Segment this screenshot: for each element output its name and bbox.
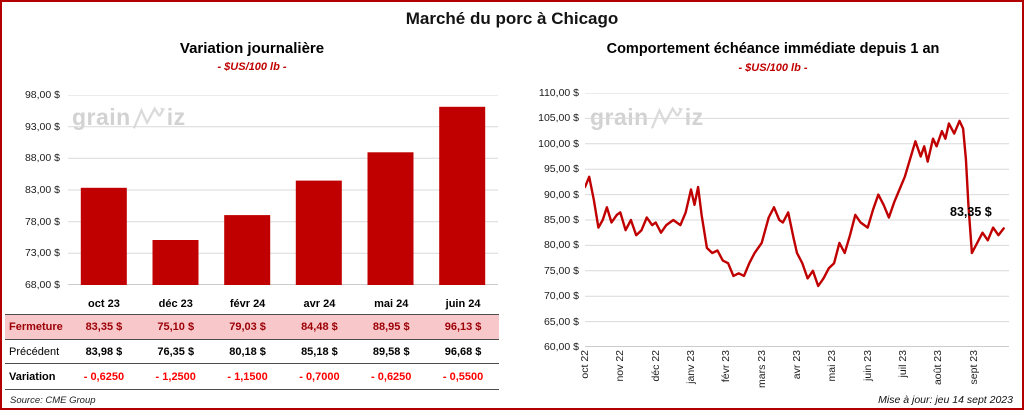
x-tick-label: juin 23 [861, 350, 874, 381]
y-tick-label: 85,00 $ [543, 214, 579, 226]
bar-chart-svg [68, 95, 498, 285]
page-title: Marché du porc à Chicago [405, 9, 619, 28]
bar-chart-subtitle: - $US/100 lb - [217, 61, 287, 73]
line-chart-title: Comportement échéance immédiate depuis 1… [606, 41, 940, 57]
x-tick-label: nov 22 [614, 350, 627, 382]
column-header: déc 23 [139, 293, 212, 315]
watermark-text: grain [590, 104, 649, 130]
table-cell: 96,68 $ [427, 340, 499, 364]
x-tick-label: sept 23 [967, 350, 980, 385]
y-tick-label: 105,00 $ [538, 112, 579, 125]
row-label-fermeture: Fermeture [5, 315, 68, 340]
table-cell: 80,18 $ [211, 340, 284, 364]
table-corner [5, 293, 68, 315]
table-cell: - 0,6250 [355, 364, 428, 390]
y-tick-label: 90,00 $ [543, 188, 579, 201]
x-tick-label: oct 22 [579, 350, 591, 379]
watermark-text: iz [684, 104, 704, 130]
y-tick-label: 95,00 $ [543, 163, 579, 176]
y-tick-label: 73,00 $ [24, 247, 60, 260]
x-tick-label: mars 23 [755, 350, 768, 388]
line-chart-svg [585, 93, 1009, 347]
x-tick-label: mai 23 [826, 350, 839, 382]
watermark-text: iz [166, 104, 186, 130]
table-cell: - 0,6250 [68, 364, 140, 390]
x-tick-label: avr 23 [791, 350, 803, 380]
x-tick-label: août 23 [932, 350, 945, 386]
y-tick-label: 83,00 $ [24, 184, 60, 196]
zigzag-chart-icon [132, 105, 165, 129]
x-tick-label: déc 22 [649, 350, 662, 382]
y-tick-label: 70,00 $ [543, 290, 579, 303]
last-price-label: 83,35 $ [950, 205, 992, 219]
y-tick-label: 65,00 $ [543, 315, 579, 328]
zigzag-chart-icon [650, 105, 683, 129]
y-tick-label: 110,00 $ [538, 87, 579, 99]
update-note: Mise à jour: jeu 14 sept 2023 [878, 394, 1013, 406]
y-tick-label: 78,00 $ [24, 215, 60, 228]
table-cell: - 1,2500 [139, 364, 212, 390]
column-header: oct 23 [68, 293, 140, 315]
table-cell: - 0,7000 [283, 364, 356, 390]
x-tick-label: janv 23 [685, 350, 697, 384]
grainwiz-watermark: grain iz [72, 104, 186, 131]
table-cell: - 0,5500 [427, 364, 499, 390]
bar-chart-title: Variation journalière [179, 40, 325, 57]
y-tick-label: 88,00 $ [24, 152, 60, 165]
table-cell: 84,48 $ [283, 315, 356, 340]
x-tick-label: juil 23 [897, 350, 909, 378]
table-cell: 76,35 $ [139, 340, 212, 364]
table-cell: 85,18 $ [283, 340, 356, 364]
y-tick-label: 93,00 $ [24, 120, 60, 133]
column-header: févr 24 [211, 293, 284, 315]
y-tick-label: 80,00 $ [543, 239, 579, 252]
column-header: mai 24 [355, 293, 428, 315]
source-note: Source: CME Group [10, 395, 96, 406]
table-cell: 83,35 $ [68, 315, 140, 340]
column-header: juin 24 [427, 293, 499, 315]
table-cell: 96,13 $ [427, 315, 499, 340]
row-label-variation: Variation [5, 364, 68, 390]
table-cell: 79,03 $ [211, 315, 284, 340]
y-tick-label: 75,00 $ [543, 264, 579, 277]
line-chart-subtitle: - $US/100 lb - [738, 62, 808, 74]
table-cell: 88,95 $ [355, 315, 428, 340]
table-cell: 75,10 $ [139, 315, 212, 340]
row-label-precedent: Précédent [5, 340, 68, 364]
x-tick-label: févr 23 [720, 350, 733, 383]
column-header: avr 24 [283, 293, 356, 315]
y-tick-label: 60,00 $ [543, 341, 579, 353]
table-cell: - 1,1500 [211, 364, 284, 390]
y-tick-label: 68,00 $ [24, 279, 60, 291]
line-chart [585, 93, 1009, 347]
watermark-text: grain [72, 104, 131, 130]
bar-chart [68, 95, 498, 285]
y-tick-label: 100,00 $ [538, 137, 579, 150]
table-cell: 83,98 $ [68, 340, 140, 364]
price-table: oct 23 déc 23 févr 24 avr 24 mai 24 juin… [5, 293, 499, 390]
grainwiz-watermark: grain iz [590, 104, 704, 131]
table-cell: 89,58 $ [355, 340, 428, 364]
y-tick-label: 98,00 $ [24, 89, 60, 101]
